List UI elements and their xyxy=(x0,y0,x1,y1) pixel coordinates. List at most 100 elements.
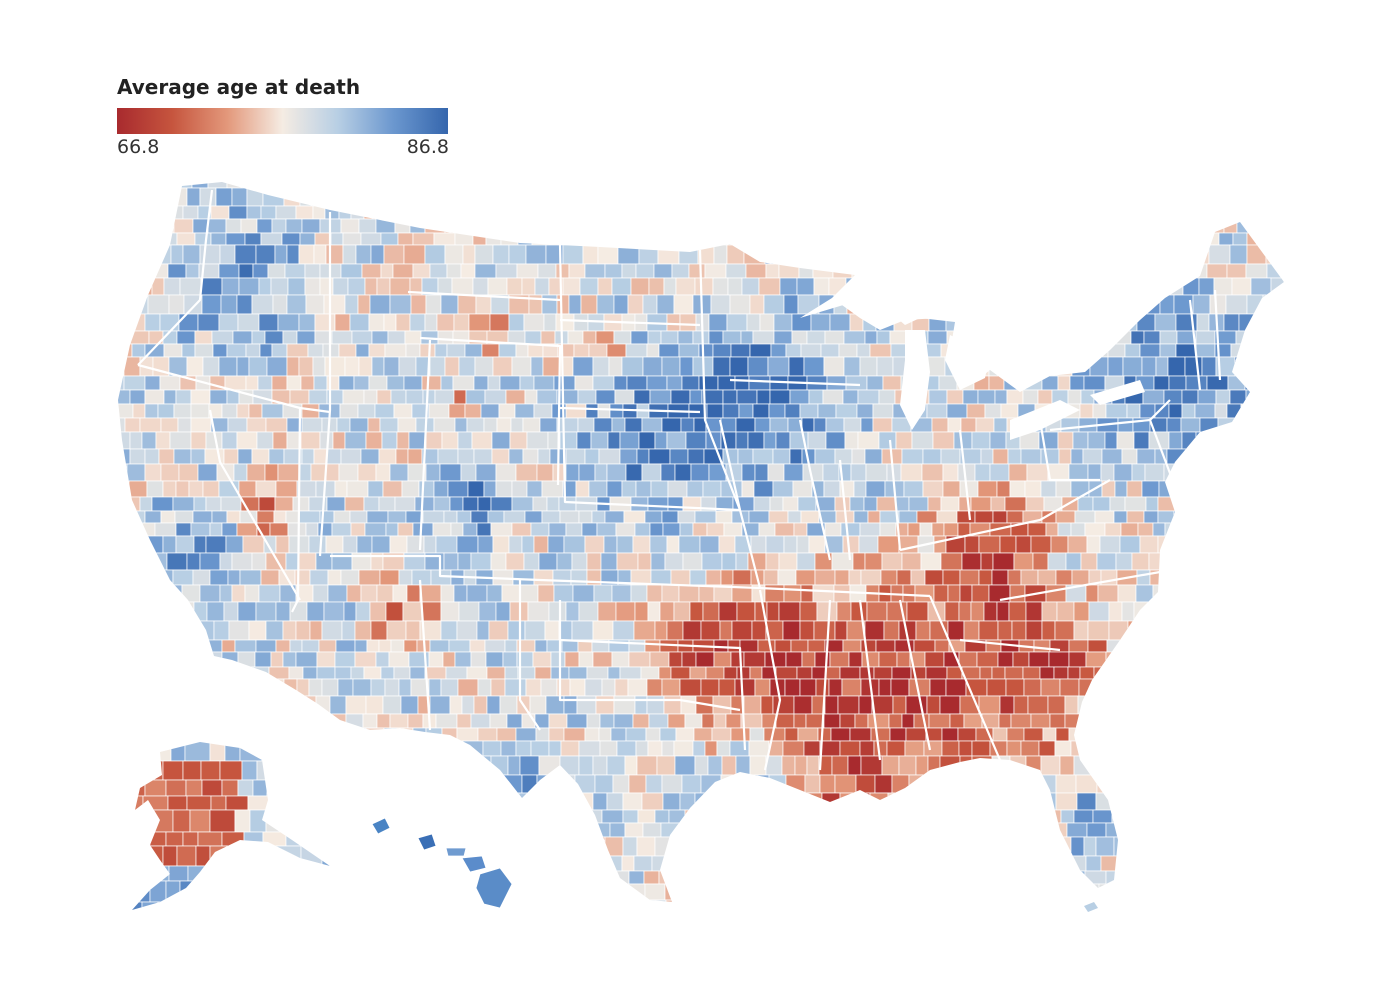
county-tile xyxy=(1188,666,1202,680)
county-tile xyxy=(745,809,767,824)
county-tile xyxy=(749,727,765,742)
county-tile xyxy=(783,463,804,482)
county-tile xyxy=(813,244,833,265)
county-tile xyxy=(290,822,307,838)
county-tile xyxy=(264,809,287,824)
county-tile xyxy=(801,899,816,902)
county-tile xyxy=(448,403,466,419)
county-tile xyxy=(770,187,791,207)
county-tile xyxy=(844,431,859,450)
county-tile xyxy=(555,313,575,332)
county-tile xyxy=(956,510,976,524)
county-tile xyxy=(820,205,841,220)
county-tile xyxy=(930,809,950,824)
county-tile xyxy=(839,713,856,729)
county-tile xyxy=(1135,584,1154,603)
county-tile xyxy=(876,232,896,246)
county-tile xyxy=(145,569,162,586)
county-tile xyxy=(1040,755,1061,776)
county-tile xyxy=(682,218,702,234)
county-tile xyxy=(286,356,300,377)
county-tile xyxy=(374,403,395,419)
county-tile xyxy=(269,522,289,537)
county-tile xyxy=(677,330,694,345)
county-tile xyxy=(1211,792,1228,811)
county-tile xyxy=(342,389,365,405)
county-tile xyxy=(1155,356,1169,377)
county-tile xyxy=(681,822,697,838)
county-tile xyxy=(661,510,679,524)
county-tile xyxy=(157,403,175,419)
county-tile xyxy=(1120,313,1138,332)
county-tile xyxy=(118,740,126,757)
county-tile xyxy=(132,639,152,653)
county-tile xyxy=(376,389,392,405)
county-tile xyxy=(575,480,590,498)
county-tile xyxy=(210,232,227,246)
county-tile xyxy=(1271,313,1284,332)
county-tile xyxy=(363,389,378,405)
county-tile xyxy=(1002,774,1024,794)
county-tile xyxy=(246,205,262,220)
state-border-line xyxy=(898,599,932,751)
county-tile xyxy=(556,182,574,189)
county-tile xyxy=(1153,899,1168,902)
county-tile xyxy=(383,313,397,332)
borough-tile xyxy=(308,880,330,903)
borough-tile xyxy=(189,809,211,833)
county-tile xyxy=(571,552,588,571)
county-tile xyxy=(1290,314,1308,331)
county-tile xyxy=(799,403,819,419)
borough-tile xyxy=(305,809,323,833)
county-tile xyxy=(700,678,720,697)
county-tile xyxy=(582,244,599,265)
county-tile xyxy=(1095,205,1112,220)
county-tile xyxy=(1192,870,1206,885)
county-tile xyxy=(979,205,1001,220)
county-tile xyxy=(237,313,260,332)
county-tile xyxy=(537,448,551,465)
county-tile xyxy=(584,263,606,279)
county-tile xyxy=(1147,218,1170,234)
county-tile xyxy=(1198,277,1215,296)
county-tile xyxy=(662,792,681,811)
county-tile xyxy=(166,666,184,680)
county-tile xyxy=(1139,713,1157,729)
county-tile xyxy=(158,620,180,641)
county-tile xyxy=(1119,678,1139,697)
county-tile xyxy=(202,480,220,498)
county-tile xyxy=(1029,883,1045,901)
county-tile xyxy=(201,678,217,697)
county-tile xyxy=(144,389,165,405)
county-tile xyxy=(961,552,982,571)
county-tile xyxy=(209,569,229,586)
county-tile xyxy=(735,755,751,776)
county-tile xyxy=(179,601,195,622)
county-tile xyxy=(487,836,503,857)
county-tile xyxy=(364,899,380,902)
county-tile xyxy=(1154,870,1174,885)
county-tile xyxy=(245,343,261,358)
county-tile xyxy=(490,522,513,537)
county-tile xyxy=(236,431,258,450)
county-tile xyxy=(1223,480,1243,498)
county-tile xyxy=(1061,187,1079,207)
county-tile xyxy=(815,678,830,697)
county-tile xyxy=(850,809,873,824)
county-tile xyxy=(568,294,582,315)
county-tile xyxy=(1260,552,1281,571)
state-border-line xyxy=(888,439,902,551)
county-tile xyxy=(505,552,525,571)
county-tile xyxy=(1276,695,1284,715)
county-tile xyxy=(1187,584,1210,603)
county-tile xyxy=(752,232,769,246)
county-tile xyxy=(1269,569,1284,586)
county-tile xyxy=(298,510,321,524)
county-tile xyxy=(326,375,340,391)
county-tile xyxy=(598,448,621,465)
county-tile xyxy=(1114,480,1128,498)
county-tile xyxy=(404,809,422,824)
county-tile xyxy=(712,343,732,358)
county-tile xyxy=(654,836,674,857)
county-tile xyxy=(800,584,814,603)
